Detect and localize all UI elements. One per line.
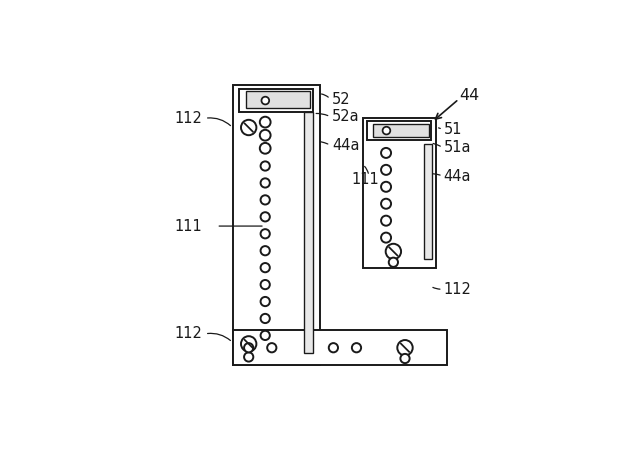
Circle shape (260, 130, 271, 140)
Text: 44a: 44a (444, 169, 471, 183)
Circle shape (260, 161, 270, 171)
Circle shape (260, 178, 270, 188)
Text: 111: 111 (174, 218, 202, 234)
Circle shape (262, 96, 269, 104)
Text: 52a: 52a (332, 109, 360, 124)
Text: 52: 52 (332, 92, 351, 106)
Bar (234, 330, 447, 365)
Text: 112: 112 (174, 326, 202, 342)
Bar (304, 112, 314, 353)
Circle shape (381, 216, 391, 226)
Bar (239, 89, 314, 112)
Text: 51a: 51a (444, 140, 471, 155)
Bar (246, 92, 310, 108)
Circle shape (244, 343, 253, 352)
Circle shape (260, 314, 270, 323)
Circle shape (381, 165, 391, 175)
Circle shape (388, 258, 398, 267)
Text: 112: 112 (444, 282, 472, 297)
Circle shape (260, 331, 270, 340)
Circle shape (267, 343, 276, 352)
Circle shape (260, 246, 270, 255)
Bar (234, 85, 319, 365)
Circle shape (381, 232, 391, 243)
Bar (424, 144, 432, 259)
Circle shape (260, 117, 271, 127)
Circle shape (260, 195, 270, 204)
Text: 44: 44 (459, 88, 479, 103)
Circle shape (260, 263, 270, 272)
Bar (363, 118, 436, 269)
Circle shape (260, 229, 270, 238)
Circle shape (241, 120, 257, 135)
Circle shape (381, 199, 391, 209)
Circle shape (244, 352, 253, 361)
Circle shape (352, 343, 361, 352)
Circle shape (260, 280, 270, 289)
Circle shape (397, 340, 413, 356)
Circle shape (381, 182, 391, 192)
Text: 111: 111 (351, 173, 379, 188)
Text: 44a: 44a (332, 138, 359, 153)
Circle shape (381, 148, 391, 158)
Circle shape (260, 297, 270, 306)
Circle shape (260, 212, 270, 222)
Circle shape (329, 343, 338, 352)
Circle shape (260, 143, 271, 154)
Bar (372, 124, 429, 137)
Circle shape (401, 354, 410, 363)
Text: 51: 51 (444, 122, 462, 137)
Text: 112: 112 (174, 111, 202, 126)
Circle shape (383, 127, 390, 135)
Circle shape (386, 244, 401, 259)
Bar (367, 121, 431, 140)
Circle shape (241, 336, 257, 352)
